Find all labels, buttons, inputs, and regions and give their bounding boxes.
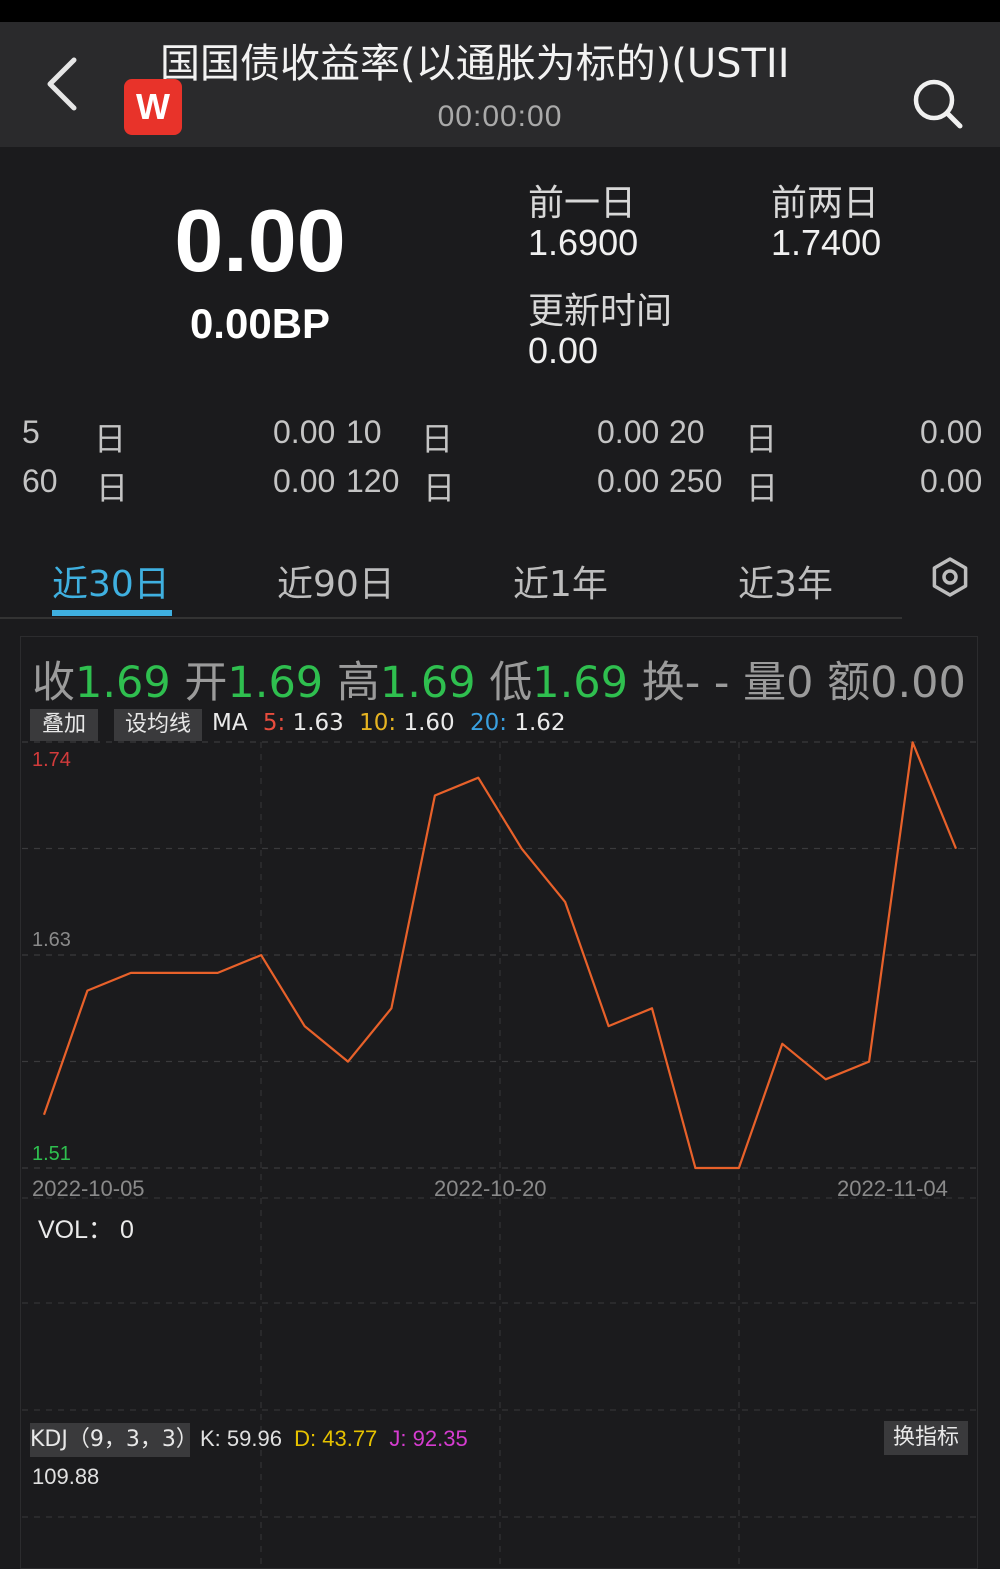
ma5-sep: :	[277, 710, 286, 736]
kdj-axis-max: 109.88	[32, 1464, 100, 1489]
ma20-period: 20	[470, 710, 500, 736]
ma10-sep: :	[388, 710, 397, 736]
ma10-value: 1.60	[403, 710, 455, 736]
turnover-label: 换	[641, 658, 685, 708]
search-button[interactable]	[908, 74, 968, 134]
page-title: 国国债收益率(以通胀为标的)(USTII	[160, 41, 790, 87]
tab-30-days[interactable]: 近30日	[52, 564, 170, 605]
return-period: 120	[346, 463, 400, 499]
ma-label: MA	[212, 710, 248, 736]
gear-icon	[932, 557, 968, 597]
close-value: 1.69	[75, 658, 171, 708]
return-unit: 日	[745, 421, 778, 457]
x-tick-label: 2022-11-04	[837, 1176, 948, 1201]
ma10-period: 10	[359, 710, 389, 736]
current-price: 0.00	[174, 191, 346, 290]
tab-3-years[interactable]: 近3年	[738, 564, 833, 605]
kdj-values: K: 59.96 D: 43.77 J: 92.35	[200, 1426, 468, 1452]
kdj-j-label: J:	[389, 1426, 407, 1451]
chart-settings-button[interactable]	[928, 555, 972, 599]
y-tick-label: 1.63	[32, 929, 71, 951]
top-nav-bar: 国国债收益率(以通胀为标的)(USTII W 00:00:00	[0, 22, 1000, 147]
amount-value: 0.00	[870, 658, 966, 708]
x-tick-label: 2022-10-05	[32, 1176, 145, 1201]
amount-label: 额	[827, 658, 871, 708]
yield-line	[42, 741, 958, 1170]
return-value: 0.00	[920, 414, 983, 450]
return-unit: 日	[421, 421, 454, 457]
kdj-k-value: 59.96	[226, 1426, 282, 1451]
kdj-j-value: 92.35	[412, 1426, 468, 1451]
open-value: 1.69	[227, 658, 324, 708]
volume-label: 量	[743, 658, 787, 708]
return-unit: 日	[94, 421, 127, 457]
active-tab-indicator	[52, 610, 172, 616]
kdj-d-label: D:	[294, 1426, 317, 1451]
return-value: 0.00	[597, 463, 660, 499]
return-value: 0.00	[920, 463, 983, 499]
ma20-value: 1.62	[514, 710, 566, 736]
return-period: 5	[22, 414, 40, 450]
high-value: 1.69	[379, 658, 476, 708]
ma20-sep: :	[499, 710, 508, 736]
high-label: 高	[336, 658, 380, 708]
price-change: 0.00BP	[189, 300, 331, 347]
open-label: 开	[184, 658, 228, 708]
volume-value: 0	[786, 658, 814, 708]
ma5-value: 1.63	[292, 710, 344, 736]
return-period: 20	[669, 414, 705, 450]
ma5-period: 5	[262, 710, 278, 736]
chevron-left-icon	[47, 57, 77, 111]
kdj-d-value: 43.77	[322, 1426, 378, 1451]
turnover-value: - -	[684, 658, 730, 708]
kdj-indicator-label[interactable]: KDJ（9，3，3）	[30, 1423, 198, 1457]
return-period: 60	[22, 463, 58, 499]
update-time-value: 0.00	[528, 330, 599, 371]
low-label: 低	[489, 658, 533, 708]
overlay-button[interactable]: 叠加	[30, 709, 98, 741]
prev-day-value: 1.6900	[528, 222, 639, 263]
tab-1-year[interactable]: 近1年	[513, 564, 608, 605]
prev-two-day-value: 1.7400	[771, 222, 882, 263]
ma-legend: MA 5: 1.63 10: 1.60 20: 1.62	[212, 710, 566, 736]
volume-indicator-label: VOL：	[38, 1216, 114, 1244]
y-tick-label: 1.74	[32, 749, 71, 771]
return-value: 0.00	[597, 414, 660, 450]
return-unit: 日	[96, 470, 129, 506]
update-time-label: 更新时间	[528, 291, 673, 332]
return-value: 0.00	[273, 414, 336, 450]
low-value: 1.69	[532, 658, 629, 708]
app-logo-icon: W	[124, 79, 182, 135]
y-tick-label: 1.51	[32, 1143, 71, 1165]
nav-time: 00:00:00	[437, 100, 563, 133]
return-value: 0.00	[273, 463, 336, 499]
volume-indicator: VOL： 0	[38, 1210, 134, 1246]
back-button[interactable]	[38, 52, 88, 117]
prev-two-day-label: 前两日	[771, 183, 880, 224]
volume-indicator-value: 0	[119, 1216, 134, 1244]
status-bar	[0, 0, 1000, 22]
close-label: 收	[32, 658, 75, 708]
ma-settings-button[interactable]: 设均线	[114, 709, 202, 741]
prev-day-label: 前一日	[528, 183, 637, 224]
period-tabs: 近30日 近90日 近1年 近3年	[0, 535, 902, 619]
ohlc-summary: 收1.69 开1.69 高1.69 低1.69 换- - 量0 额0.00	[32, 648, 966, 710]
kdj-k-label: K:	[200, 1426, 221, 1451]
return-unit: 日	[423, 470, 456, 506]
search-icon	[913, 79, 963, 129]
return-unit: 日	[746, 470, 779, 506]
return-period: 250	[669, 463, 723, 499]
x-tick-label: 2022-10-20	[434, 1176, 547, 1201]
switch-indicator-button[interactable]: 换指标	[884, 1421, 968, 1455]
return-period: 10	[346, 414, 382, 450]
tab-90-days[interactable]: 近90日	[277, 564, 395, 605]
